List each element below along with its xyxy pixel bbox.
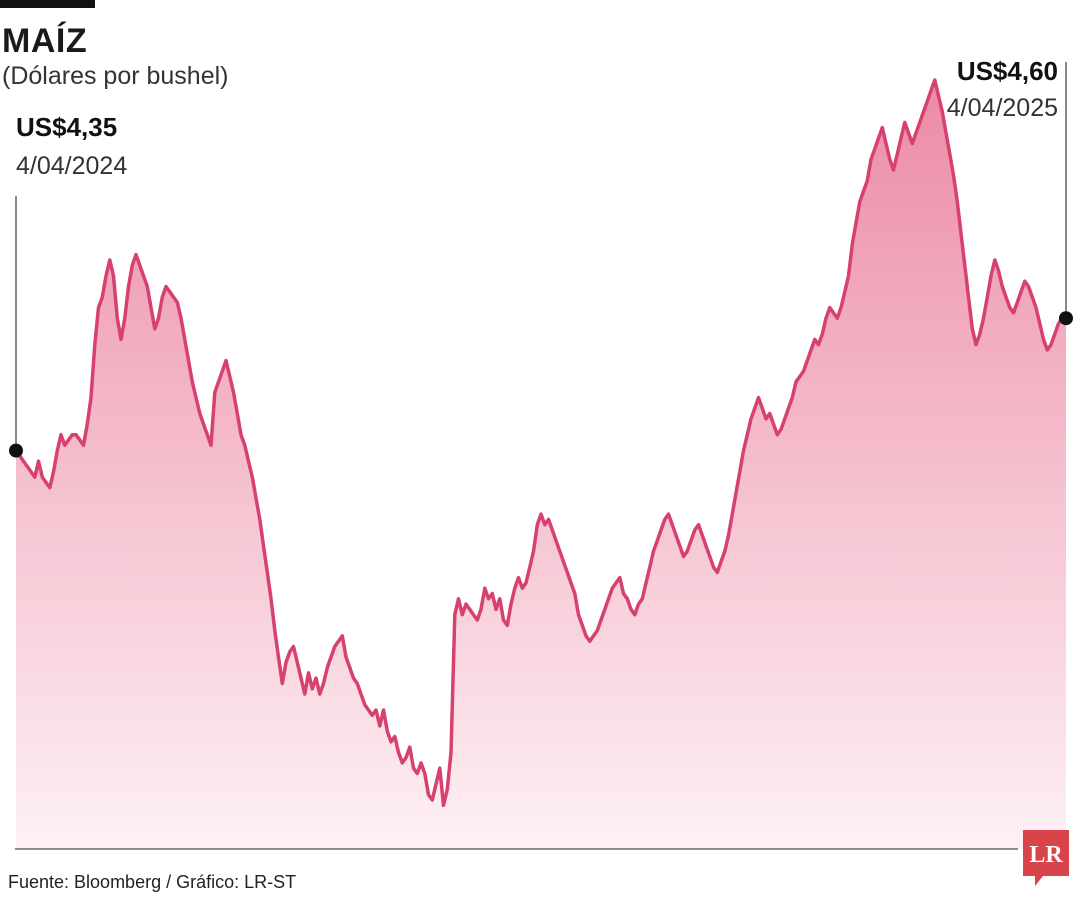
end-marker [1059,311,1073,326]
chart-title: MAÍZ [2,22,88,60]
start-marker [9,443,23,458]
start-date-label: 4/04/2024 [16,152,128,180]
price-area [16,80,1066,849]
source-credit: Fuente: Bloomberg / Gráfico: LR-ST [8,872,297,892]
lr-logo: LR [1023,830,1069,886]
end-price-label: US$4,60 [956,56,1058,86]
svg-text:LR: LR [1029,842,1063,868]
end-date-label: 4/04/2025 [946,94,1058,122]
chart-subtitle: (Dólares por bushel) [2,62,229,90]
start-price-label: US$4,35 [16,112,118,142]
price-line [14,78,1068,808]
header-accent-bar [0,0,95,8]
